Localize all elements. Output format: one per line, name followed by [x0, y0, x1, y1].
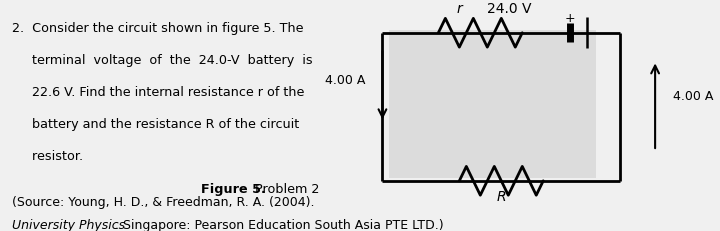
Text: battery and the resistance R of the circuit: battery and the resistance R of the circ… — [12, 118, 299, 131]
Text: . Singapore: Pearson Education South Asia PTE LTD.): . Singapore: Pearson Education South Asi… — [115, 218, 444, 231]
Text: 4.00 A: 4.00 A — [325, 73, 365, 86]
Text: 22.6 V. Find the internal resistance r of the: 22.6 V. Find the internal resistance r o… — [12, 86, 305, 99]
Text: 2.  Consider the circuit shown in figure 5. The: 2. Consider the circuit shown in figure … — [12, 22, 303, 35]
Text: (Source: Young, H. D., & Freedman, R. A. (2004).: (Source: Young, H. D., & Freedman, R. A.… — [12, 195, 315, 208]
Text: +: + — [564, 12, 575, 25]
Text: r: r — [456, 2, 462, 16]
Text: 24.0 V: 24.0 V — [487, 2, 532, 16]
Text: terminal  voltage  of  the  24.0-V  battery  is: terminal voltage of the 24.0-V battery i… — [12, 54, 312, 67]
Text: 4.00 A: 4.00 A — [672, 90, 713, 103]
Text: Figure 5.: Figure 5. — [201, 182, 266, 195]
Text: Problem 2: Problem 2 — [251, 182, 320, 195]
Text: University Physics: University Physics — [12, 218, 125, 231]
Text: R: R — [497, 189, 506, 203]
Text: resistor.: resistor. — [12, 149, 83, 162]
FancyBboxPatch shape — [390, 30, 595, 178]
